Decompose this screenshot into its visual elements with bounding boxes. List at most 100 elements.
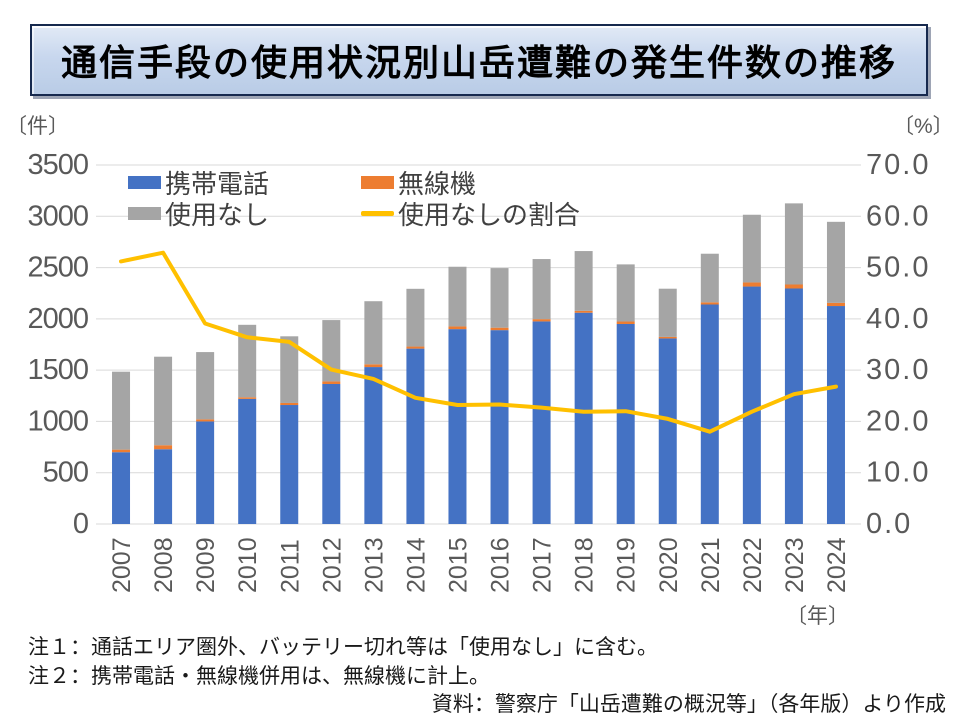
x-tick-label-2015: 2015 xyxy=(444,537,472,593)
bar-segment-mobile-2017 xyxy=(532,321,551,524)
bar-segment-radio-2021 xyxy=(700,302,719,305)
bar-segment-mobile-2016 xyxy=(490,330,509,524)
bar-segment-radio-2007 xyxy=(112,449,131,453)
bar-segment-radio-2017 xyxy=(532,319,551,322)
right-axis-unit-label: 〔%〕 xyxy=(893,115,954,138)
right-y-tick-label: 60.0 xyxy=(866,200,930,232)
legend-label-none: 使用なし xyxy=(165,200,270,230)
x-tick-label-2012: 2012 xyxy=(318,537,346,593)
right-y-tick-label: 70.0 xyxy=(866,149,930,181)
x-tick-label-2017: 2017 xyxy=(529,537,557,593)
legend-label-radio: 無線機 xyxy=(398,169,477,199)
radio-series-swatch xyxy=(361,176,394,189)
bar-segment-none-2011 xyxy=(280,336,299,403)
x-tick-label-2011: 2011 xyxy=(276,539,304,593)
bar-segment-radio-2009 xyxy=(196,419,215,422)
bar-segment-radio-2024 xyxy=(826,302,845,307)
x-tick-label-2021: 2021 xyxy=(697,537,725,593)
left-y-tick-label: 3000 xyxy=(27,200,88,232)
legend-label-mobile: 携帯電話 xyxy=(165,169,270,199)
footnote-1: 注１：通話エリア圏外、バッテリー切れ等は「使用なし」に含む。 xyxy=(28,636,658,659)
left-y-tick-label: 2500 xyxy=(27,252,88,284)
bar-segment-none-2024 xyxy=(826,221,845,303)
bar-segment-none-2019 xyxy=(616,264,635,322)
x-tick-label-2008: 2008 xyxy=(150,537,178,593)
left-y-tick-label: 2000 xyxy=(27,303,88,335)
legend-label-ratio: 使用なしの割合 xyxy=(398,200,581,230)
bar-segment-none-2016 xyxy=(490,268,509,328)
ratio-trend-line xyxy=(119,250,838,434)
bar-segment-radio-2014 xyxy=(406,346,425,349)
none-series-swatch xyxy=(128,207,161,220)
bar-segment-none-2007 xyxy=(112,371,131,450)
footnote-2: 注２：携帯電話・無線機併用は、無線機に計上。 xyxy=(28,665,490,688)
left-y-tick-label: 500 xyxy=(43,457,88,489)
page-title: 通信手段の使用状況別山岳遭難の発生件数の推移 xyxy=(60,42,897,83)
bar-segment-radio-2012 xyxy=(322,381,341,384)
bar-segment-none-2010 xyxy=(238,324,257,398)
bar-segment-radio-2011 xyxy=(280,402,299,406)
left-axis-unit-label: 〔件〕 xyxy=(6,115,69,138)
x-tick-label-2023: 2023 xyxy=(781,537,809,593)
left-y-tick-label: 1000 xyxy=(27,405,88,437)
x-tick-label-2009: 2009 xyxy=(192,537,220,593)
ratio-line-swatch xyxy=(361,211,394,216)
bar-segment-mobile-2019 xyxy=(616,323,635,524)
bar-segment-none-2014 xyxy=(406,288,425,347)
x-tick-label-2013: 2013 xyxy=(360,537,388,593)
left-y-tick-label: 1500 xyxy=(27,354,88,386)
title-box: 通信手段の使用状況別山岳遭難の発生件数の推移 xyxy=(30,24,928,96)
bar-segment-mobile-2022 xyxy=(742,286,761,524)
legend-item-none: 使用なし xyxy=(128,198,361,230)
left-y-tick-label: 0 xyxy=(73,508,88,540)
x-tick-label-2007: 2007 xyxy=(108,537,136,593)
x-tick-label-2010: 2010 xyxy=(234,537,262,593)
bar-segment-none-2009 xyxy=(196,352,215,420)
bar-segment-mobile-2024 xyxy=(826,306,845,524)
right-y-tick-label: 50.0 xyxy=(866,252,930,284)
bar-segment-radio-2023 xyxy=(784,284,803,289)
bar-segment-radio-2016 xyxy=(490,327,509,331)
bar-segment-none-2023 xyxy=(784,203,803,285)
bar-segment-mobile-2009 xyxy=(196,421,215,524)
bar-segment-none-2008 xyxy=(154,356,173,446)
bar-segment-radio-2019 xyxy=(616,321,635,324)
bar-segment-mobile-2008 xyxy=(154,449,173,524)
bar-segment-radio-2018 xyxy=(574,310,593,313)
x-tick-label-2022: 2022 xyxy=(739,537,767,593)
bar-segment-none-2021 xyxy=(700,253,719,303)
bar-segment-mobile-2010 xyxy=(238,398,257,524)
right-y-tick-label: 40.0 xyxy=(866,303,930,335)
bar-segment-none-2017 xyxy=(532,259,551,320)
bar-segment-mobile-2015 xyxy=(448,329,467,524)
right-y-tick-label: 30.0 xyxy=(866,354,930,386)
bar-segment-mobile-2020 xyxy=(658,338,677,524)
x-tick-label-2018: 2018 xyxy=(571,537,599,593)
right-y-tick-label: 20.0 xyxy=(866,405,930,437)
bar-segment-mobile-2023 xyxy=(784,288,803,524)
legend-item-ratio: 使用なしの割合 xyxy=(361,198,581,230)
bar-segment-none-2018 xyxy=(574,251,593,311)
bar-segment-none-2015 xyxy=(448,266,467,327)
bar-segment-radio-2015 xyxy=(448,326,467,330)
bar-segment-none-2020 xyxy=(658,288,677,337)
bar-segment-mobile-2012 xyxy=(322,383,341,524)
bar-segment-radio-2008 xyxy=(154,445,173,450)
x-tick-label-2016: 2016 xyxy=(487,537,515,593)
bar-segment-radio-2022 xyxy=(742,282,761,287)
right-y-tick-label: 10.0 xyxy=(866,457,930,489)
chart-legend: 携帯電話 無線機 使用なし 使用なしの割合 xyxy=(128,167,581,230)
bar-segment-mobile-2013 xyxy=(364,367,383,524)
x-tick-label-2020: 2020 xyxy=(655,537,683,593)
footnotes: 注１：通話エリア圏外、バッテリー切れ等は「使用なし」に含む。 注２：携帯電話・無… xyxy=(28,633,658,691)
bar-segment-mobile-2007 xyxy=(112,452,131,524)
x-tick-label-2024: 2024 xyxy=(823,537,851,593)
x-tick-label-2014: 2014 xyxy=(402,537,430,593)
source-credit: 資料：警察庁「山岳遭難の概況等」（各年版）より作成 xyxy=(431,693,946,716)
bar-segment-radio-2020 xyxy=(658,336,677,339)
mobile-series-swatch xyxy=(128,176,161,189)
legend-item-radio: 無線機 xyxy=(361,167,580,199)
bar-segment-mobile-2021 xyxy=(700,304,719,524)
bar-segment-radio-2013 xyxy=(364,364,383,368)
